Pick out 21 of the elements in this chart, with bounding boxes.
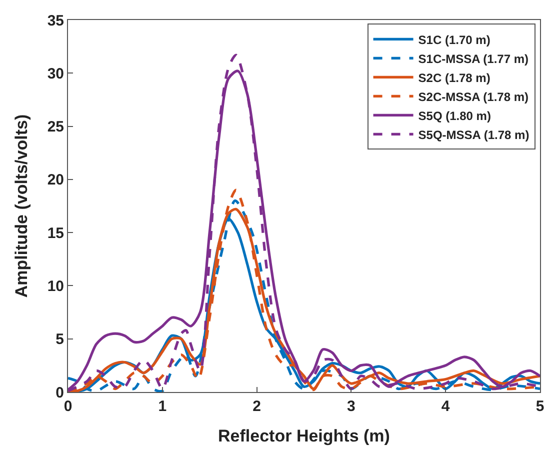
legend-label: S5Q (1.80 m) bbox=[418, 108, 491, 123]
y-tick-label: 35 bbox=[47, 12, 64, 30]
y-tick-label: 10 bbox=[47, 278, 64, 295]
legend-label: S2C (1.78 m) bbox=[418, 70, 490, 85]
y-tick-label: 0 bbox=[56, 384, 64, 402]
y-tick-label: 20 bbox=[47, 172, 64, 189]
legend-label: S1C-MSSA (1.77 m) bbox=[418, 52, 529, 66]
x-axis-title: Reflector Heights (m) bbox=[218, 426, 390, 446]
x-tick-label: 2 bbox=[252, 398, 261, 415]
y-tick-label: 5 bbox=[56, 331, 64, 348]
x-tick-label: 4 bbox=[441, 398, 450, 415]
x-tick-label: 3 bbox=[347, 398, 356, 415]
y-axis-title: Amplitude (volts/volts) bbox=[12, 114, 31, 298]
x-tick-label: 5 bbox=[536, 398, 544, 415]
legend-label: S2C-MSSA (1.78 m) bbox=[418, 90, 529, 104]
legend-label: S5Q-MSSA (1.78 m) bbox=[418, 128, 530, 142]
y-tick-label: 25 bbox=[47, 118, 64, 136]
x-tick-label: 1 bbox=[158, 398, 167, 415]
legend-label: S1C (1.70 m) bbox=[418, 32, 490, 47]
y-tick-label: 15 bbox=[47, 224, 64, 242]
y-tick-label: 30 bbox=[47, 65, 64, 82]
